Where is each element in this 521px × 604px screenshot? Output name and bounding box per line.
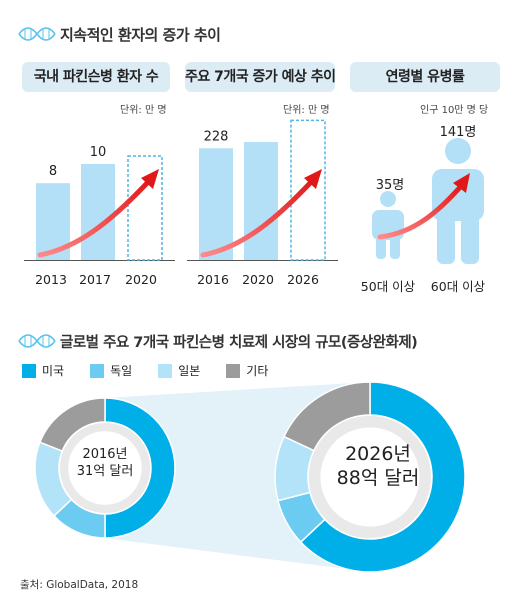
unit-label-domestic: 단위: 만 명 (120, 105, 167, 116)
bar-chart-domestic: 8 10 (24, 145, 175, 261)
legend-label-japan: 일본 (178, 364, 201, 378)
donut-2016-center: 2016년 31억 달러 (72, 446, 138, 480)
x-tick-2017: 2017 (79, 272, 111, 287)
bar-2017 (81, 164, 115, 260)
legend-label-germany: 독일 (110, 364, 133, 378)
person-chart-prevalence (372, 138, 484, 264)
unit-label-g7: 단위: 만 명 (283, 105, 330, 116)
donut-2026-center: 2026년 88억 달러 (318, 442, 438, 490)
value-label-60s: 141명 (439, 125, 477, 140)
bar-value-label-2017: 10 (90, 145, 107, 160)
bar-projected-2026 (290, 119, 326, 261)
legend-swatch-germany (90, 363, 105, 378)
donut-2016-hole (68, 431, 142, 505)
donut-2016-slice-기타 (38, 397, 106, 453)
legend-label-other: 기타 (246, 364, 269, 378)
bar-value-label-2026: 285 (296, 115, 321, 116)
trend-arrow (200, 177, 316, 258)
dna-icon (18, 27, 56, 41)
panel-title-g7: 주요 7개국 증가 예상 추이 (185, 62, 336, 92)
bar-chart-g7: 228 285 (187, 115, 338, 261)
unit-label-prevalence: 인구 10만 명 당 (420, 105, 489, 116)
bar-projected-2020 (127, 155, 163, 261)
trend-arrow-head (304, 169, 322, 189)
donut-2026-slice-미국 (299, 381, 466, 573)
x-tick-60s: 60대 이상 (430, 279, 486, 294)
donut-2026-hole (320, 427, 420, 527)
trend-arrow-prevalence (377, 182, 465, 240)
bar-value-label-2016: 228 (204, 129, 229, 144)
legend: 미국 독일 일본 기타 (22, 362, 268, 379)
donut-2016-total: 31억 달러 (76, 464, 134, 479)
x-tick-2026: 2026 (287, 272, 319, 287)
donut-2026-slice-기타 (283, 381, 371, 452)
legend-swatch-japan (158, 363, 173, 378)
section-title-market-size: 글로벌 주요 7개국 파킨슨병 치료제 시장의 규모(증상완화제) (60, 335, 418, 351)
panel-title-prevalence: 연령별 유병률 (350, 62, 500, 92)
donut-2026-year: 2026년 (345, 443, 411, 465)
trend-arrow-head (141, 169, 159, 189)
person-icon-50s (372, 191, 404, 259)
source-note: 출처: GlobalData, 2018 (20, 579, 139, 591)
donut-2016-year: 2016년 (82, 447, 128, 462)
dna-icon (18, 334, 56, 348)
bar-value-label-2013: 8 (49, 164, 57, 179)
x-tick-50s: 50대 이상 (360, 279, 416, 294)
legend-swatch-us (22, 363, 36, 378)
x-tick-2013: 2013 (35, 272, 67, 287)
donut-2016-slice-미국 (104, 397, 176, 539)
person-icon-60s (432, 138, 484, 264)
bar-2020 (244, 142, 278, 260)
legend-swatch-other (226, 363, 241, 378)
x-tick-2020-g7: 2020 (242, 272, 274, 287)
x-tick-2020: 2020 (125, 272, 157, 287)
panel-title-domestic: 국내 파킨슨병 환자 수 (22, 62, 170, 92)
section-title-patient-trend: 지속적인 환자의 증가 추이 (60, 26, 221, 44)
x-tick-2016: 2016 (197, 272, 229, 287)
trend-arrow (37, 177, 153, 258)
value-label-50s: 35명 (375, 178, 405, 193)
legend-label-us: 미국 (42, 364, 65, 378)
bar-2016 (199, 148, 233, 260)
donut-charts (34, 381, 466, 573)
donut-2026-total: 88억 달러 (336, 467, 420, 489)
